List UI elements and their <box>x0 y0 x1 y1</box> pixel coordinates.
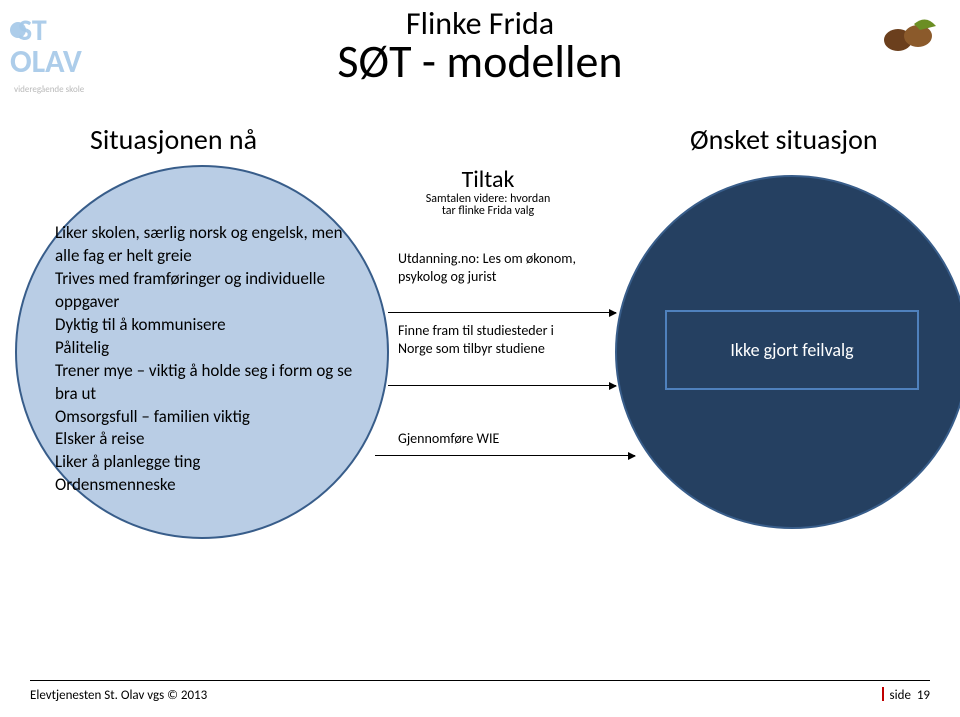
slide: ST OLAV videregående skole Flinke Frida … <box>0 0 960 717</box>
situation-line: Liker skolen, særlig norsk og engelsk, m… <box>55 222 365 268</box>
goal-box-label: Ikke gjort feilvalg <box>730 339 853 361</box>
tiltak-item: Gjennomføre WIE <box>398 430 578 448</box>
footer-left: Elevtjenesten St. Olav vgs © 2013 <box>30 688 207 703</box>
tiltak-item: Utdanning.no: Les om økonom, psykolog og… <box>398 250 578 285</box>
heading-center: Tiltak <box>398 165 578 194</box>
heading-left: Situasjonen nå <box>90 122 257 157</box>
situation-line: Omsorgsfull – familien viktig <box>55 406 365 429</box>
title-big: SØT - modellen <box>0 39 960 85</box>
tiltak-sub2: tar flinke Frida valg <box>398 204 578 218</box>
footer-right: side 19 <box>882 687 930 703</box>
page-number: 19 <box>917 688 930 703</box>
situation-line: Dyktig til å kommunisere <box>55 314 365 337</box>
arrow-icon <box>388 385 616 386</box>
situation-line: Trener mye – viktig å holde seg i form o… <box>55 360 365 406</box>
svg-text:videregående skole: videregående skole <box>14 84 85 95</box>
title-block: Flinke Frida SØT - modellen <box>0 6 960 85</box>
footer-bar-icon <box>882 687 884 701</box>
situation-line: Pålitelig <box>55 337 365 360</box>
tiltak-heading-block: Tiltak Samtalen videre: hvordan tar flin… <box>398 165 578 219</box>
heading-right: Ønsket situasjon <box>690 122 878 157</box>
situation-line: Liker å planlegge ting <box>55 451 365 474</box>
situation-line: Ordensmenneske <box>55 474 365 497</box>
arrow-icon <box>375 455 635 456</box>
footer-divider <box>30 680 930 681</box>
arrow-icon <box>388 312 616 313</box>
situation-text: Liker skolen, særlig norsk og engelsk, m… <box>55 222 365 497</box>
tiltak-item: Finne fram til studiesteder i Norge som … <box>398 322 578 357</box>
situation-line: Elsker å reise <box>55 428 365 451</box>
goal-box: Ikke gjort feilvalg <box>665 310 919 390</box>
footer-side-label: side <box>890 688 911 703</box>
situation-line: Trives med framføringer og individuelle … <box>55 268 365 314</box>
